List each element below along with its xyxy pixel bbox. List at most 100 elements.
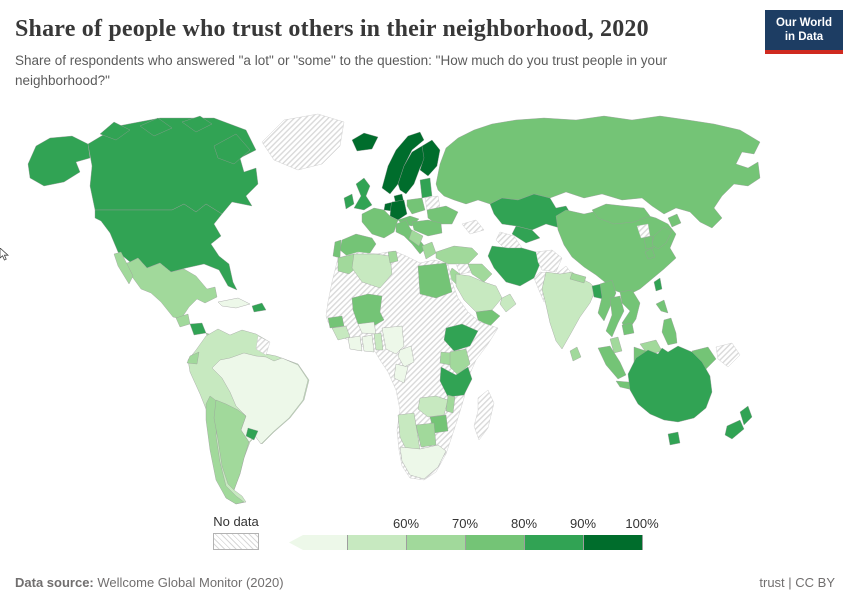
country-uzbekistan[interactable] [511,225,541,244]
country-uk[interactable] [353,177,373,211]
country-greece[interactable] [421,241,437,260]
country-romania[interactable] [411,219,443,237]
country-yemen[interactable] [475,309,501,327]
world-map-svg [27,113,761,505]
country-canada-island[interactable] [99,121,131,141]
country-tanzania[interactable] [439,366,473,398]
data-source: Data source: Wellcome Global Monitor (20… [15,575,284,590]
country-turkey[interactable] [435,245,479,265]
legend-bin-80-90[interactable]: 90% [525,516,596,550]
country-ukraine[interactable] [426,205,459,225]
legend-tick-80: 80% [510,516,538,531]
no-data-label: No data [213,514,259,529]
country-australia-tasmania[interactable] [667,431,681,446]
country-finland[interactable] [419,139,441,177]
country-dominican-republic[interactable] [251,302,267,313]
country-ireland[interactable] [343,193,355,210]
legend-bin-90-100[interactable]: 100% [584,516,659,550]
country-iran[interactable] [487,245,541,287]
country-japan-kyushu[interactable] [644,247,656,260]
country-egypt[interactable] [417,262,453,299]
country-australia[interactable] [627,345,713,423]
legend-tick-50: 50% [333,516,361,531]
country-portugal[interactable] [332,239,342,259]
country-philippines-south[interactable] [661,317,678,346]
country-madagascar[interactable] [473,389,495,441]
country-brazil[interactable] [211,352,309,445]
country-mongolia[interactable] [591,203,651,225]
page-title: Share of people who trust others in thei… [15,16,649,42]
country-south-africa[interactable] [399,444,447,480]
country-benin[interactable] [373,332,384,351]
country-alaska[interactable] [27,135,91,187]
country-indonesia-sumatra[interactable] [597,345,627,380]
country-norway[interactable] [381,131,425,195]
region-balkans[interactable] [408,229,424,247]
world-choropleth-map [0,106,850,506]
country-canada-island[interactable] [139,117,173,137]
country-philippines-luzon[interactable] [655,299,669,314]
country-japan-hokkaido[interactable] [667,213,682,228]
legend-tick-60: 60% [392,516,420,531]
country-mexico-baja[interactable] [113,251,134,285]
country-nicaragua[interactable] [189,322,207,336]
country-mali[interactable] [351,293,385,329]
legend-bin-lt50[interactable]: 50% [289,535,348,550]
country-new-zealand-south[interactable] [724,419,745,440]
country-botswana[interactable] [415,422,437,448]
country-gabon[interactable] [393,363,409,384]
region-caucasus[interactable] [461,219,485,235]
legend-no-data[interactable]: No data [213,514,259,550]
country-senegal[interactable] [327,315,345,329]
legend-bin-60-70[interactable]: 70% [407,516,478,550]
country-malawi[interactable] [445,394,456,414]
country-saudi-arabia[interactable] [455,273,503,313]
country-cote-divoire[interactable] [347,335,363,352]
country-argentina[interactable] [213,399,250,491]
country-new-zealand-north[interactable] [739,405,753,426]
region-baltics[interactable] [419,177,433,199]
owid-logo-line1: Our World [775,17,832,29]
country-ethiopia[interactable] [443,323,479,352]
country-malaysia-peninsular[interactable] [609,336,623,354]
country-guinea[interactable] [331,325,351,341]
country-tunisia[interactable] [387,250,399,264]
country-myanmar[interactable] [597,279,617,322]
legend-tick-70: 70% [451,516,479,531]
legend-bin-70-80[interactable]: 80% [466,516,537,550]
country-poland[interactable] [406,197,426,215]
country-north-korea[interactable] [636,223,651,239]
country-india[interactable] [541,271,597,350]
country-cuba[interactable] [217,297,251,309]
country-ecuador[interactable] [186,351,200,365]
country-iraq[interactable] [467,263,493,283]
mouse-cursor [0,248,10,261]
country-cambodia[interactable] [621,322,635,336]
country-greenland[interactable] [261,113,345,171]
legend-color-bar: 50% 60% 70% 80% 90% 100% [289,516,659,550]
country-thailand[interactable] [605,295,625,338]
owid-logo[interactable]: Our World in Data [765,10,843,54]
country-afghanistan[interactable] [535,249,563,273]
owid-logo-line2: in Data [784,31,824,44]
country-taiwan[interactable] [653,277,663,292]
country-ghana[interactable] [361,334,375,353]
country-oman[interactable] [499,293,517,313]
country-sri-lanka[interactable] [569,346,582,362]
no-data-swatch[interactable] [213,533,259,550]
country-canada-island[interactable] [181,115,213,133]
country-cameroon[interactable] [397,345,415,368]
country-algeria[interactable] [351,253,393,289]
country-iceland[interactable] [351,132,379,152]
country-nepal[interactable] [569,272,587,284]
country-papua-new-guinea[interactable] [715,342,741,368]
country-guyana[interactable] [255,335,271,356]
country-japan-honshu[interactable] [651,226,673,250]
country-sweden[interactable] [397,145,429,195]
license-note[interactable]: trust | CC BY [759,575,835,590]
legend-bin-50-60[interactable]: 60% [348,516,419,550]
country-canada-baffin[interactable] [213,133,251,165]
country-south-korea[interactable] [643,235,655,250]
country-mexico[interactable] [123,257,218,320]
country-uruguay[interactable] [245,427,259,441]
